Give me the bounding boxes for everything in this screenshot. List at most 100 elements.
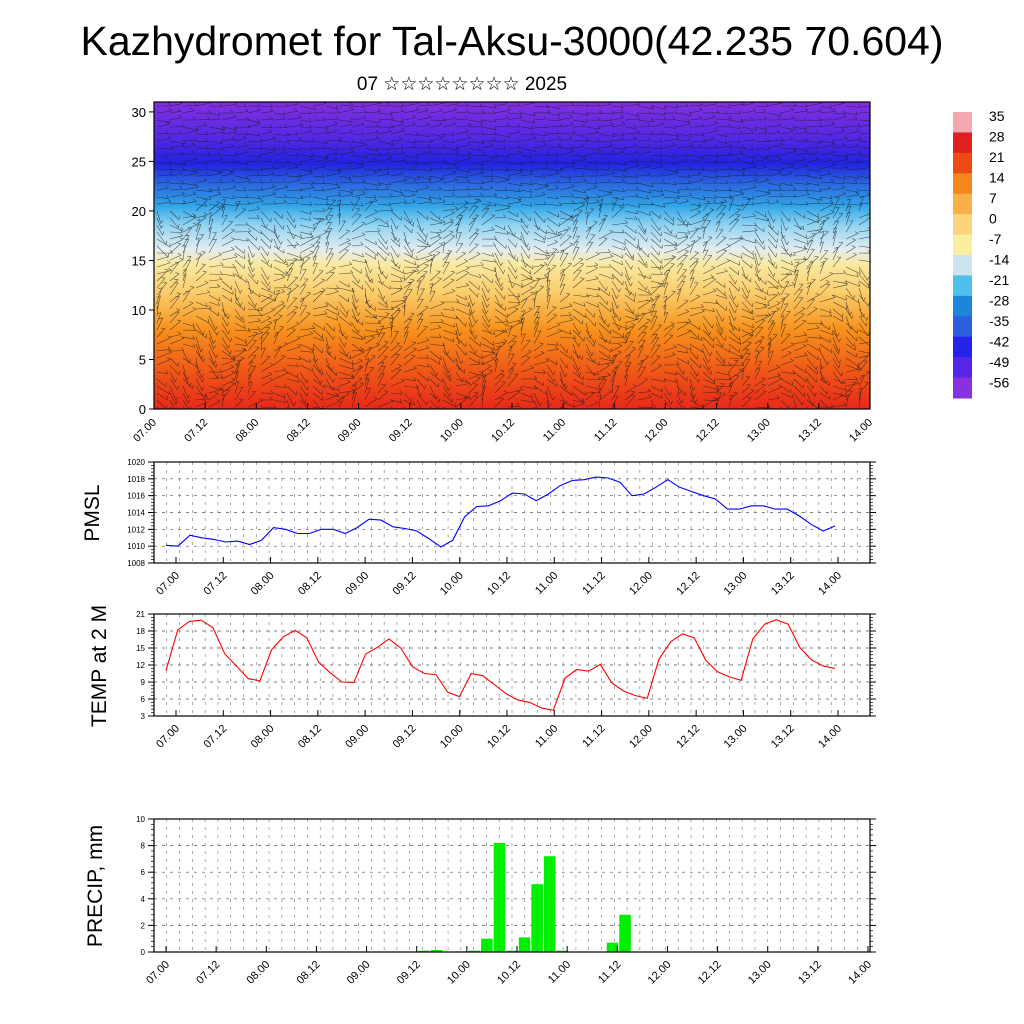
cross-section-y-tick: 10 xyxy=(132,303,146,318)
colorbar-label: 35 xyxy=(989,108,1005,124)
precip-y-tick: 2 xyxy=(141,921,146,930)
colorbar-swatch xyxy=(953,316,972,338)
temp-x-tick: 08.12 xyxy=(296,723,324,751)
temp-y-tick: 15 xyxy=(136,644,145,653)
cross-section-y-tick: 0 xyxy=(139,402,146,417)
temp-ylabel: TEMP at 2 M xyxy=(88,605,111,727)
colorbar-label: -49 xyxy=(989,354,1009,370)
precip-bar xyxy=(418,950,430,952)
colorbar-label: -14 xyxy=(989,252,1009,268)
precip-y-axis: 0 2 4 6 8 10 xyxy=(136,815,876,957)
colorbar-label: 21 xyxy=(989,149,1005,165)
cross-section-x-tick: 10.00 xyxy=(438,417,466,445)
colorbar-swatch xyxy=(953,255,972,276)
pmsl-x-tick: 11.00 xyxy=(533,570,560,597)
cross-section-x-tick: 13.00 xyxy=(745,417,773,445)
colorbar: 35 28 21 14 7 0 -7 -14 -21 -28 -35 -42 -49 -56 xyxy=(953,108,1009,399)
precip-bar xyxy=(493,842,506,952)
precip-x-tick: 12.12 xyxy=(696,959,724,987)
colorbar-swatch xyxy=(953,275,972,297)
colorbar-swatch xyxy=(953,132,972,154)
colorbar-label: -35 xyxy=(989,313,1009,329)
cross-section-x-tick: 12.12 xyxy=(694,417,722,445)
colorbar-swatch xyxy=(953,193,972,215)
cross-section-x-tick: 07.00 xyxy=(131,417,159,445)
cross-section-x-tick: 11.12 xyxy=(592,417,619,444)
cross-section-x-tick: 09.12 xyxy=(387,417,415,445)
colorbar-swatch xyxy=(953,152,972,174)
pmsl-grid xyxy=(154,462,870,563)
temp-x-tick: 13.12 xyxy=(769,723,797,751)
precip-x-tick: 07.12 xyxy=(194,959,222,987)
colorbar-swatch xyxy=(953,357,972,379)
pmsl-x-tick: 12.00 xyxy=(627,570,655,598)
pmsl-panel: 1008 1010 1012 1014 1016 1018 1020 07.00 07.12 0… xyxy=(81,458,876,598)
precip-x-tick: 11.00 xyxy=(546,959,573,986)
temp-x-tick: 09.12 xyxy=(391,723,419,751)
pmsl-x-tick: 07.00 xyxy=(154,570,182,598)
precip-x-tick: 10.12 xyxy=(495,959,523,987)
colorbar-label: -56 xyxy=(989,375,1009,391)
precip-y-tick: 6 xyxy=(141,868,146,877)
precip-bars xyxy=(418,842,631,952)
pmsl-x-tick: 11.12 xyxy=(580,570,607,597)
precip-bar xyxy=(556,950,569,952)
precip-x-tick: 10.00 xyxy=(445,959,473,987)
temp-x-tick: 12.12 xyxy=(674,723,702,751)
temp-y-tick: 12 xyxy=(136,661,145,670)
colorbar-label: -28 xyxy=(989,293,1009,309)
precip-y-tick: 8 xyxy=(141,842,146,851)
precip-bar xyxy=(468,950,481,952)
precip-x-tick: 08.12 xyxy=(295,959,323,987)
precip-bar xyxy=(619,914,631,952)
colorbar-label: -21 xyxy=(989,272,1009,288)
temp-x-tick: 12.00 xyxy=(627,723,655,751)
temp-y-tick: 6 xyxy=(141,695,146,704)
precip-x-tick: 13.00 xyxy=(746,959,774,987)
cross-section-y-tick: 20 xyxy=(132,204,146,219)
precip-grid xyxy=(154,819,870,952)
pmsl-x-tick: 13.12 xyxy=(769,570,797,598)
precip-x-tick: 07.00 xyxy=(144,959,172,987)
cross-section-y-tick: 25 xyxy=(132,154,146,169)
temp-y-tick: 18 xyxy=(136,627,145,636)
precip-x-tick: 08.00 xyxy=(244,959,272,987)
pmsl-x-tick: 08.00 xyxy=(249,570,277,598)
temp-y-tick: 3 xyxy=(141,712,146,721)
chart-title: Kazhydromet for Tal-Aksu-3000(42.235 70.… xyxy=(80,18,944,64)
colorbar-swatch xyxy=(953,112,972,133)
precip-bar xyxy=(531,884,543,952)
wind-barbs xyxy=(155,102,870,409)
temp-y-axis: 3 6 9 12 15 18 21 xyxy=(136,610,876,721)
precip-bar xyxy=(481,938,493,952)
temp-x-tick: 10.00 xyxy=(438,723,466,751)
pmsl-y-tick: 1012 xyxy=(127,525,145,534)
pmsl-x-tick: 10.00 xyxy=(438,570,466,598)
pmsl-x-tick: 12.12 xyxy=(674,570,702,598)
precip-x-tick: 14.00 xyxy=(846,959,874,987)
precip-ylabel: PRECIP, mm xyxy=(84,825,107,947)
precip-x-tick: 09.00 xyxy=(345,959,373,987)
precip-y-tick: 0 xyxy=(141,948,146,957)
chart-subtitle: 07 ☆☆☆☆☆☆☆☆ 2025 xyxy=(356,74,568,95)
cross-section-x-tick: 12.00 xyxy=(643,417,671,445)
colorbar-label: 7 xyxy=(989,190,997,206)
cross-section-x-tick: 14.00 xyxy=(847,417,875,445)
temp-y-tick: 21 xyxy=(136,610,145,619)
pmsl-ylabel: PMSL xyxy=(81,484,104,541)
pmsl-y-tick: 1016 xyxy=(127,492,145,501)
cross-section-y-tick: 30 xyxy=(132,105,146,120)
precip-panel: 0 2 4 6 8 10 07.00 07.12 08.00 08.12 09.00 09.12 10… xyxy=(84,815,876,987)
colorbar-swatch xyxy=(953,173,972,195)
pmsl-y-tick: 1010 xyxy=(127,542,145,551)
temp-x-tick: 14.00 xyxy=(816,723,844,751)
cross-section-y-tick: 5 xyxy=(139,352,146,367)
pmsl-x-tick: 10.12 xyxy=(485,570,513,598)
colorbar-label: 28 xyxy=(989,129,1005,145)
pmsl-series-line xyxy=(165,476,836,548)
colorbar-label: -7 xyxy=(989,231,1002,247)
colorbar-label: 0 xyxy=(989,211,997,227)
precip-bar xyxy=(506,950,518,952)
pmsl-y-axis: 1008 1010 1012 1014 1016 1018 1020 xyxy=(127,458,876,568)
